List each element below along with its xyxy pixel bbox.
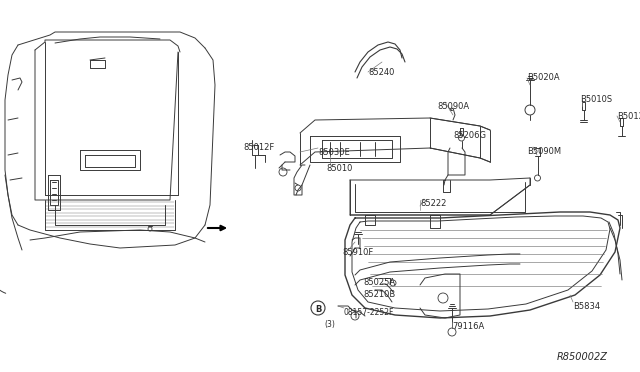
Text: 85025A: 85025A: [363, 278, 395, 287]
Text: B: B: [315, 305, 321, 314]
Text: R850002Z: R850002Z: [557, 352, 608, 362]
Text: 79116A: 79116A: [452, 322, 484, 331]
Text: 85090A: 85090A: [437, 102, 469, 111]
Text: (3): (3): [324, 320, 335, 329]
Text: 08157-2252F: 08157-2252F: [344, 308, 394, 317]
Text: B5834: B5834: [573, 302, 600, 311]
Text: 85210B: 85210B: [363, 290, 396, 299]
Text: B5090M: B5090M: [527, 147, 561, 156]
Text: B5020A: B5020A: [527, 73, 559, 82]
Text: 85206G: 85206G: [453, 131, 486, 140]
Text: 85030E: 85030E: [318, 148, 349, 157]
Text: 85010: 85010: [326, 164, 353, 173]
Text: B5012F: B5012F: [617, 112, 640, 121]
Text: B5010S: B5010S: [580, 95, 612, 104]
Text: 85222: 85222: [420, 199, 446, 208]
Text: 85240: 85240: [368, 68, 394, 77]
Text: 85012F: 85012F: [243, 143, 275, 152]
Text: 85910F: 85910F: [342, 248, 373, 257]
